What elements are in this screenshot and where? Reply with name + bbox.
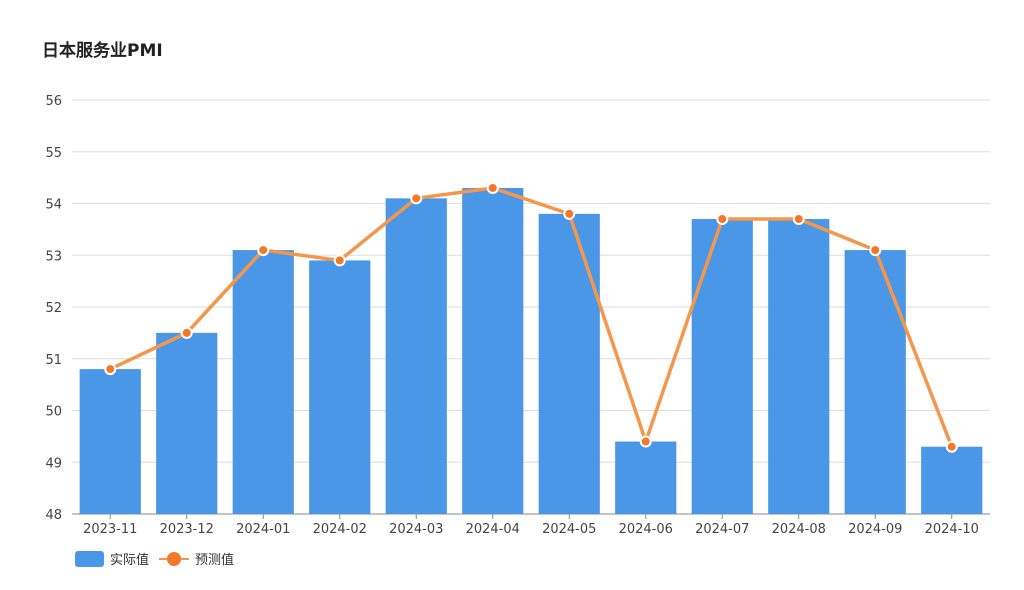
legend-item-actual[interactable]: 实际值: [75, 549, 149, 568]
forecast-point[interactable]: [180, 326, 193, 339]
y-tick-label: 55: [45, 146, 62, 161]
bar[interactable]: [844, 250, 906, 514]
legend-label-actual: 实际值: [110, 553, 150, 568]
y-tick-label: 49: [45, 456, 62, 471]
x-tick-label: 2024-05: [542, 522, 596, 537]
forecast-point[interactable]: [792, 213, 805, 226]
y-tick-label: 52: [45, 301, 62, 316]
x-tick-label: 2024-06: [619, 522, 673, 537]
forecast-point[interactable]: [639, 435, 652, 448]
x-tick-label: 2023-11: [83, 522, 137, 537]
x-tick-label: 2023-12: [160, 522, 214, 537]
x-axis: 2023-11 2023-12 2024-01 2024-02 2024-03 2024-…: [83, 514, 979, 537]
bar[interactable]: [462, 187, 524, 514]
forecast-point[interactable]: [486, 181, 499, 194]
bar[interactable]: [768, 219, 830, 514]
y-tick-label: 48: [45, 508, 62, 523]
forecast-point[interactable]: [257, 244, 270, 257]
forecast-point[interactable]: [104, 363, 117, 376]
forecast-point[interactable]: [869, 244, 882, 257]
x-tick-label: 2024-04: [466, 522, 520, 537]
x-tick-label: 2024-09: [848, 522, 902, 537]
y-tick-label: 51: [45, 353, 62, 368]
forecast-point[interactable]: [945, 440, 958, 453]
bar[interactable]: [79, 369, 141, 514]
forecast-point[interactable]: [410, 192, 423, 205]
legend-item-forecast[interactable]: 预测值: [159, 549, 234, 568]
bar[interactable]: [691, 219, 753, 514]
y-tick-label: 54: [45, 198, 62, 213]
x-tick-label: 2024-10: [925, 522, 979, 537]
line-series: [104, 181, 958, 453]
x-tick-label: 2024-07: [695, 522, 749, 537]
bar[interactable]: [921, 446, 983, 514]
grid-lines: [72, 99, 990, 515]
legend-swatch-actual: [75, 550, 104, 567]
bar-series: [79, 187, 983, 514]
bar[interactable]: [385, 198, 447, 514]
legend-swatch-forecast: [159, 551, 190, 567]
bar[interactable]: [232, 250, 294, 514]
forecast-point[interactable]: [563, 207, 576, 220]
x-tick-label: 2024-01: [236, 522, 290, 537]
bar[interactable]: [615, 441, 677, 514]
forecast-point[interactable]: [333, 254, 346, 267]
y-tick-label: 53: [45, 249, 62, 264]
bar[interactable]: [309, 260, 371, 514]
chart-title: 日本服务业PMI: [42, 41, 163, 61]
forecast-point[interactable]: [716, 213, 729, 226]
bar[interactable]: [156, 332, 218, 514]
legend-label-forecast: 预测值: [195, 553, 235, 568]
x-tick-label: 2024-03: [389, 522, 443, 537]
bar[interactable]: [538, 213, 600, 514]
x-tick-label: 2024-02: [313, 522, 367, 537]
y-tick-label: 56: [45, 94, 62, 109]
legend: 实际值 预测值: [75, 549, 244, 568]
forecast-line: [109, 186, 954, 448]
y-axis: 48 49 50 51 52 53 54 55 56: [45, 94, 62, 523]
y-tick-label: 50: [45, 405, 62, 420]
x-tick-label: 2024-08: [772, 522, 826, 537]
